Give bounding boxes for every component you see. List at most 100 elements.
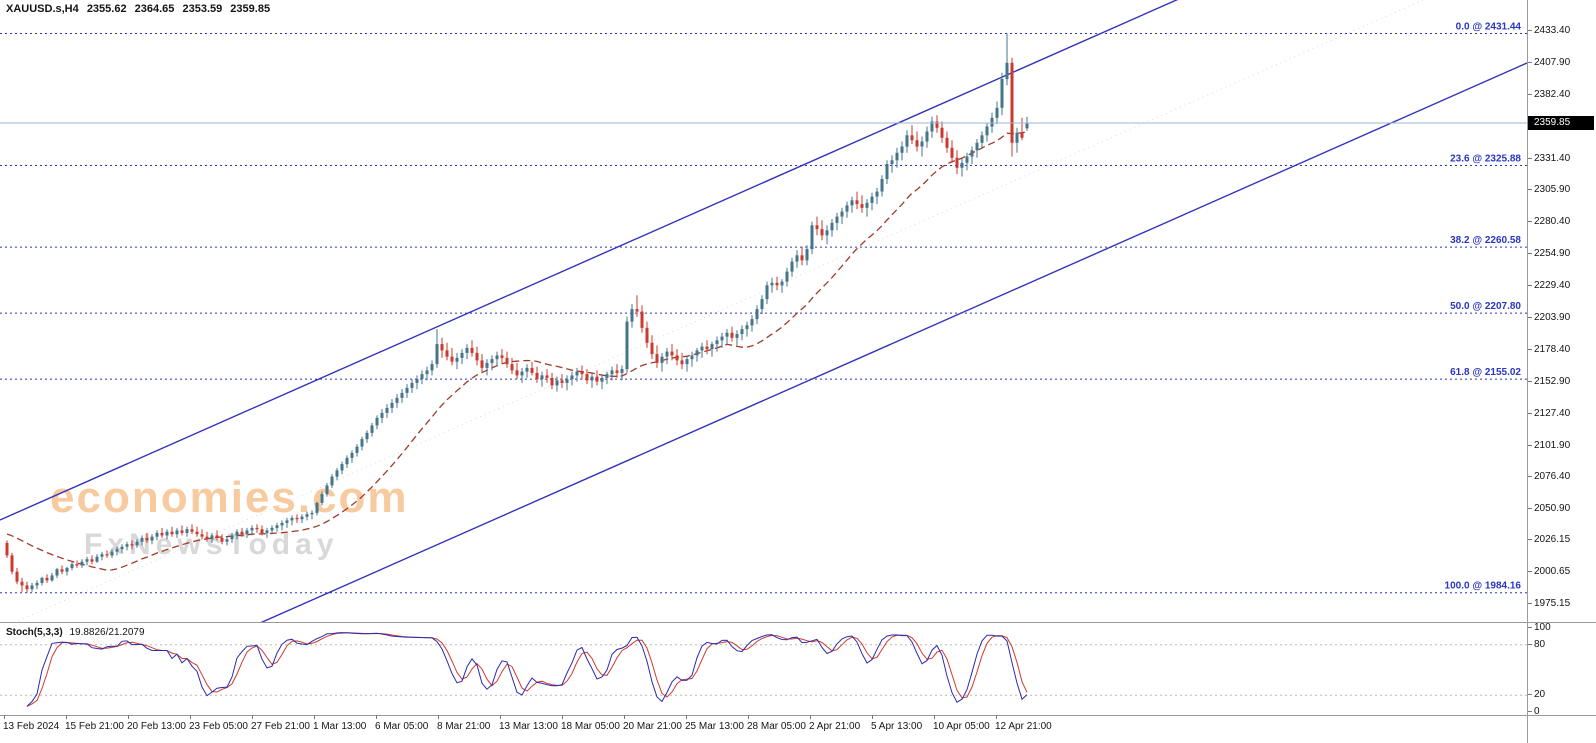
time-axis-label: 13 Feb 2024 <box>3 715 60 732</box>
candle-body <box>940 127 944 138</box>
candle-body <box>440 344 444 351</box>
candle-body <box>510 364 514 371</box>
candle-body <box>810 225 814 250</box>
candle-body <box>285 520 289 523</box>
candles-layer <box>5 33 1029 593</box>
candle-body <box>415 379 419 383</box>
candle-body <box>795 255 799 262</box>
candle-body <box>525 367 529 372</box>
price-axis-label: 2331.40 <box>1527 152 1571 164</box>
candle-body <box>310 512 314 515</box>
candle-body <box>275 525 279 528</box>
candle-body <box>115 549 119 552</box>
candle-body <box>240 531 244 535</box>
trend-channel <box>0 0 1527 622</box>
price-axis[interactable]: 2359.85 2433.40 2407.90 2382.40 2331.40 2305… <box>1527 0 1596 743</box>
moving-average-line <box>6 131 1028 571</box>
candle-body <box>645 327 649 343</box>
price-axis-label: 2050.90 <box>1527 503 1571 515</box>
candle-body <box>830 222 834 231</box>
candle-body <box>730 332 734 338</box>
candle-body <box>630 309 634 322</box>
candle-body <box>1020 132 1024 138</box>
candle-body <box>695 350 699 356</box>
price-axis-label: 2280.40 <box>1527 216 1571 228</box>
candle-body <box>30 585 34 590</box>
channel-upper-line[interactable] <box>0 0 1527 521</box>
candle-body <box>85 559 89 562</box>
candle-body <box>560 380 564 383</box>
candle-body <box>425 370 429 375</box>
time-axis[interactable]: 13 Feb 2024 15 Feb 21:00 20 Feb 13:00 23 Fe… <box>0 715 1527 743</box>
candle-body <box>385 407 389 413</box>
candle-body <box>735 334 739 338</box>
candle-body <box>530 367 534 373</box>
candle-body <box>855 200 859 205</box>
candle-body <box>765 285 769 300</box>
candle-body <box>985 126 989 136</box>
symbol-timeframe: XAUUSD.s,H4 <box>6 3 79 15</box>
price-axis-label: 2433.40 <box>1527 25 1571 36</box>
candle-body <box>450 356 454 362</box>
candle-body <box>430 364 434 371</box>
candle-body <box>700 346 704 351</box>
time-axis-label: 13 Mar 13:00 <box>499 715 558 732</box>
candle-body <box>975 142 979 151</box>
candle-body <box>870 196 874 203</box>
candle-body <box>135 541 139 546</box>
candle-body <box>840 211 844 217</box>
candle-body <box>210 535 214 540</box>
candle-body <box>725 332 729 337</box>
candle-body <box>320 494 324 503</box>
price-axis-label: 1975.15 <box>1527 597 1571 609</box>
candle-body <box>60 569 64 572</box>
candle-body <box>280 522 284 526</box>
time-axis-label: 18 Mar 05:00 <box>561 715 620 732</box>
candle-body <box>835 216 839 223</box>
candle-body <box>345 457 349 465</box>
candle-body <box>80 561 84 566</box>
candle-body <box>480 360 484 368</box>
candle-body <box>970 150 974 157</box>
price-axis-label: 2076.40 <box>1527 471 1571 483</box>
fib-label: 38.2 @ 2260.58 <box>1450 235 1521 246</box>
candle-body <box>625 321 629 370</box>
watermark-brand: economies.com <box>50 473 409 522</box>
candle-body <box>665 351 669 357</box>
candle-body <box>895 152 899 161</box>
panel-separator[interactable] <box>0 622 1596 623</box>
candle-body <box>100 554 104 557</box>
candle-body <box>565 379 569 383</box>
ohlc-low: 2353.59 <box>182 3 223 15</box>
fib-label: 23.6 @ 2325.88 <box>1450 153 1521 164</box>
candle-body <box>125 544 129 547</box>
candle-body <box>600 377 604 382</box>
candle-body <box>540 375 544 380</box>
time-axis-label: 20 Feb 13:00 <box>127 715 186 732</box>
ohlc-close: 2359.85 <box>230 3 271 15</box>
candle-body <box>875 191 879 197</box>
price-axis-label: 2101.90 <box>1527 439 1571 451</box>
candle-body <box>1025 122 1029 129</box>
stoch-main-line <box>26 632 1028 707</box>
candle-body <box>375 417 379 426</box>
candle-body <box>935 121 939 128</box>
channel-lower-line[interactable] <box>0 62 1527 622</box>
ma-line <box>6 131 1028 571</box>
stoch-axis-label: 0 <box>1528 706 1540 717</box>
time-axis-label: 10 Apr 05:00 <box>933 715 990 732</box>
candle-body <box>820 229 824 236</box>
candle-body <box>145 537 149 541</box>
price-axis-label: 2026.15 <box>1527 534 1571 546</box>
candle-body <box>925 131 929 142</box>
candle-body <box>1010 62 1014 143</box>
current-price-badge: 2359.85 <box>1528 115 1594 130</box>
stochastic-value: 19.8826/21.2079 <box>69 627 145 638</box>
candle-body <box>400 392 404 398</box>
main-chart-canvas[interactable]: 0.0 @ 2431.44 23.6 @ 2325.88 38.2 @ 2260.5… <box>0 0 1527 622</box>
stochastic-panel-canvas[interactable] <box>0 623 1527 715</box>
stoch-axis-label: 20 <box>1527 689 1546 701</box>
candle-body <box>355 446 359 453</box>
candle-body <box>445 350 449 357</box>
watermark: economies.com FxNewsToday <box>50 473 409 561</box>
